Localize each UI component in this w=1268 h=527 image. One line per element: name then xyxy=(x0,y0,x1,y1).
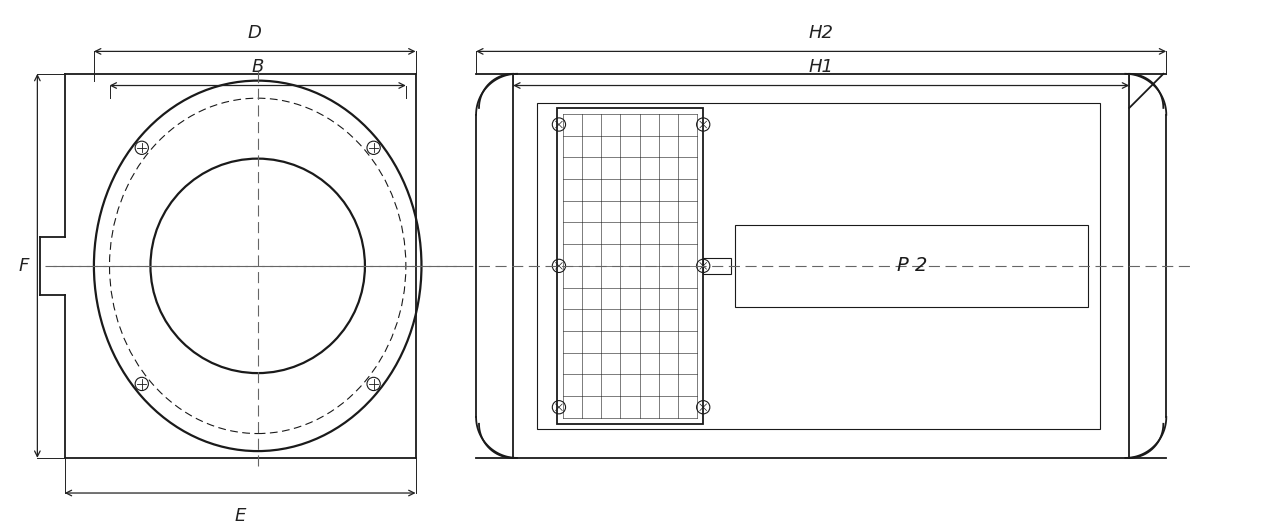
Text: E: E xyxy=(235,506,246,525)
Text: D: D xyxy=(247,24,261,42)
Text: F: F xyxy=(19,257,29,275)
Text: H2: H2 xyxy=(809,24,833,42)
Bar xyxy=(704,258,730,274)
Text: P 2: P 2 xyxy=(896,256,927,276)
Bar xyxy=(735,225,1088,307)
Bar xyxy=(557,108,704,424)
Bar xyxy=(538,103,1101,428)
Text: H1: H1 xyxy=(809,58,833,76)
Text: B: B xyxy=(251,58,264,76)
